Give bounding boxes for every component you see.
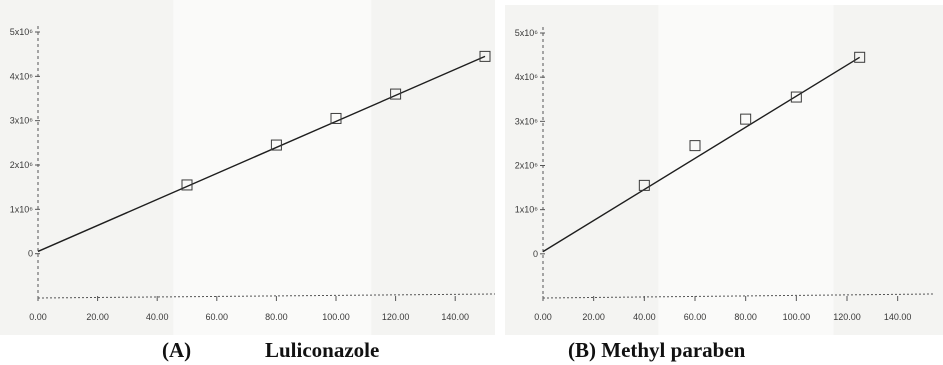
chart-panel-b: 0 1x10⁶ 2x10⁶ 3x10⁶ 4x10⁶ 5x10⁶ 0.00 20.00 40.00…: [505, 5, 943, 335]
x-tick-label: 140.00: [884, 312, 912, 322]
data-point-marker: [689, 140, 701, 152]
data-point-marker: [270, 139, 282, 151]
regression-line: [37, 55, 486, 253]
x-tick-label: 100.00: [783, 312, 811, 322]
y-tick-label: 4x10⁶: [515, 72, 539, 82]
x-tick-label: 80.00: [265, 312, 288, 322]
y-tick-label: 4x10⁶: [10, 71, 34, 81]
x-tick-label: 120.00: [382, 312, 410, 322]
caption-a-letter: (A): [162, 338, 192, 362]
data-point-marker: [790, 91, 802, 103]
data-point-marker: [638, 179, 650, 191]
y-tick-label: 3x10⁶: [10, 116, 34, 126]
paper-highlight: [173, 0, 372, 335]
y-tick-label: 1x10⁶: [515, 205, 539, 215]
caption-a-name: Luliconazole: [265, 338, 380, 362]
y-tick-label: 5x10⁶: [10, 27, 34, 37]
data-point-marker: [479, 50, 491, 62]
x-tick-label: 0.00: [29, 312, 47, 322]
data-point-marker: [181, 179, 193, 191]
x-tick-label: 60.00: [206, 312, 229, 322]
chart-a-svg: 0 1x10⁶ 2x10⁶ 3x10⁶ 4x10⁶ 5x10⁶ 0.00 20.00 40.00…: [0, 0, 495, 335]
y-tick-label: 1x10⁶: [10, 204, 34, 214]
x-tick-label: 120.00: [833, 312, 861, 322]
regression-line: [542, 56, 861, 253]
x-tick-label: 80.00: [734, 312, 757, 322]
x-tick-label: 40.00: [633, 312, 656, 322]
x-tick-label: 140.00: [441, 312, 469, 322]
y-tick-label: 2x10⁶: [10, 160, 34, 170]
data-point-marker: [854, 51, 866, 63]
chart-b-svg: 0 1x10⁶ 2x10⁶ 3x10⁶ 4x10⁶ 5x10⁶ 0.00 20.00 40.00…: [505, 5, 943, 335]
x-axis-line: [37, 293, 495, 299]
data-point-marker: [390, 88, 402, 100]
y-tick-label: 2x10⁶: [515, 161, 539, 171]
y-tick-label: 0: [28, 249, 33, 259]
x-tick-label: 20.00: [86, 312, 109, 322]
y-tick-label: 5x10⁶: [515, 28, 539, 38]
x-tick-label: 60.00: [684, 312, 707, 322]
chart-panel-a: 0 1x10⁶ 2x10⁶ 3x10⁶ 4x10⁶ 5x10⁶ 0.00 20.00 40.00…: [0, 0, 495, 335]
x-tick-label: 40.00: [146, 312, 169, 322]
caption-b: (B) Methyl paraben: [568, 338, 746, 362]
x-axis-line: [542, 293, 934, 299]
x-tick-label: 0.00: [534, 312, 552, 322]
data-point-marker: [740, 113, 752, 125]
y-tick-label: 0: [533, 249, 538, 259]
x-tick-label: 20.00: [582, 312, 605, 322]
y-tick-label: 3x10⁶: [515, 116, 539, 126]
x-tick-label: 100.00: [322, 312, 350, 322]
paper-highlight: [658, 5, 834, 335]
data-point-marker: [330, 112, 342, 124]
